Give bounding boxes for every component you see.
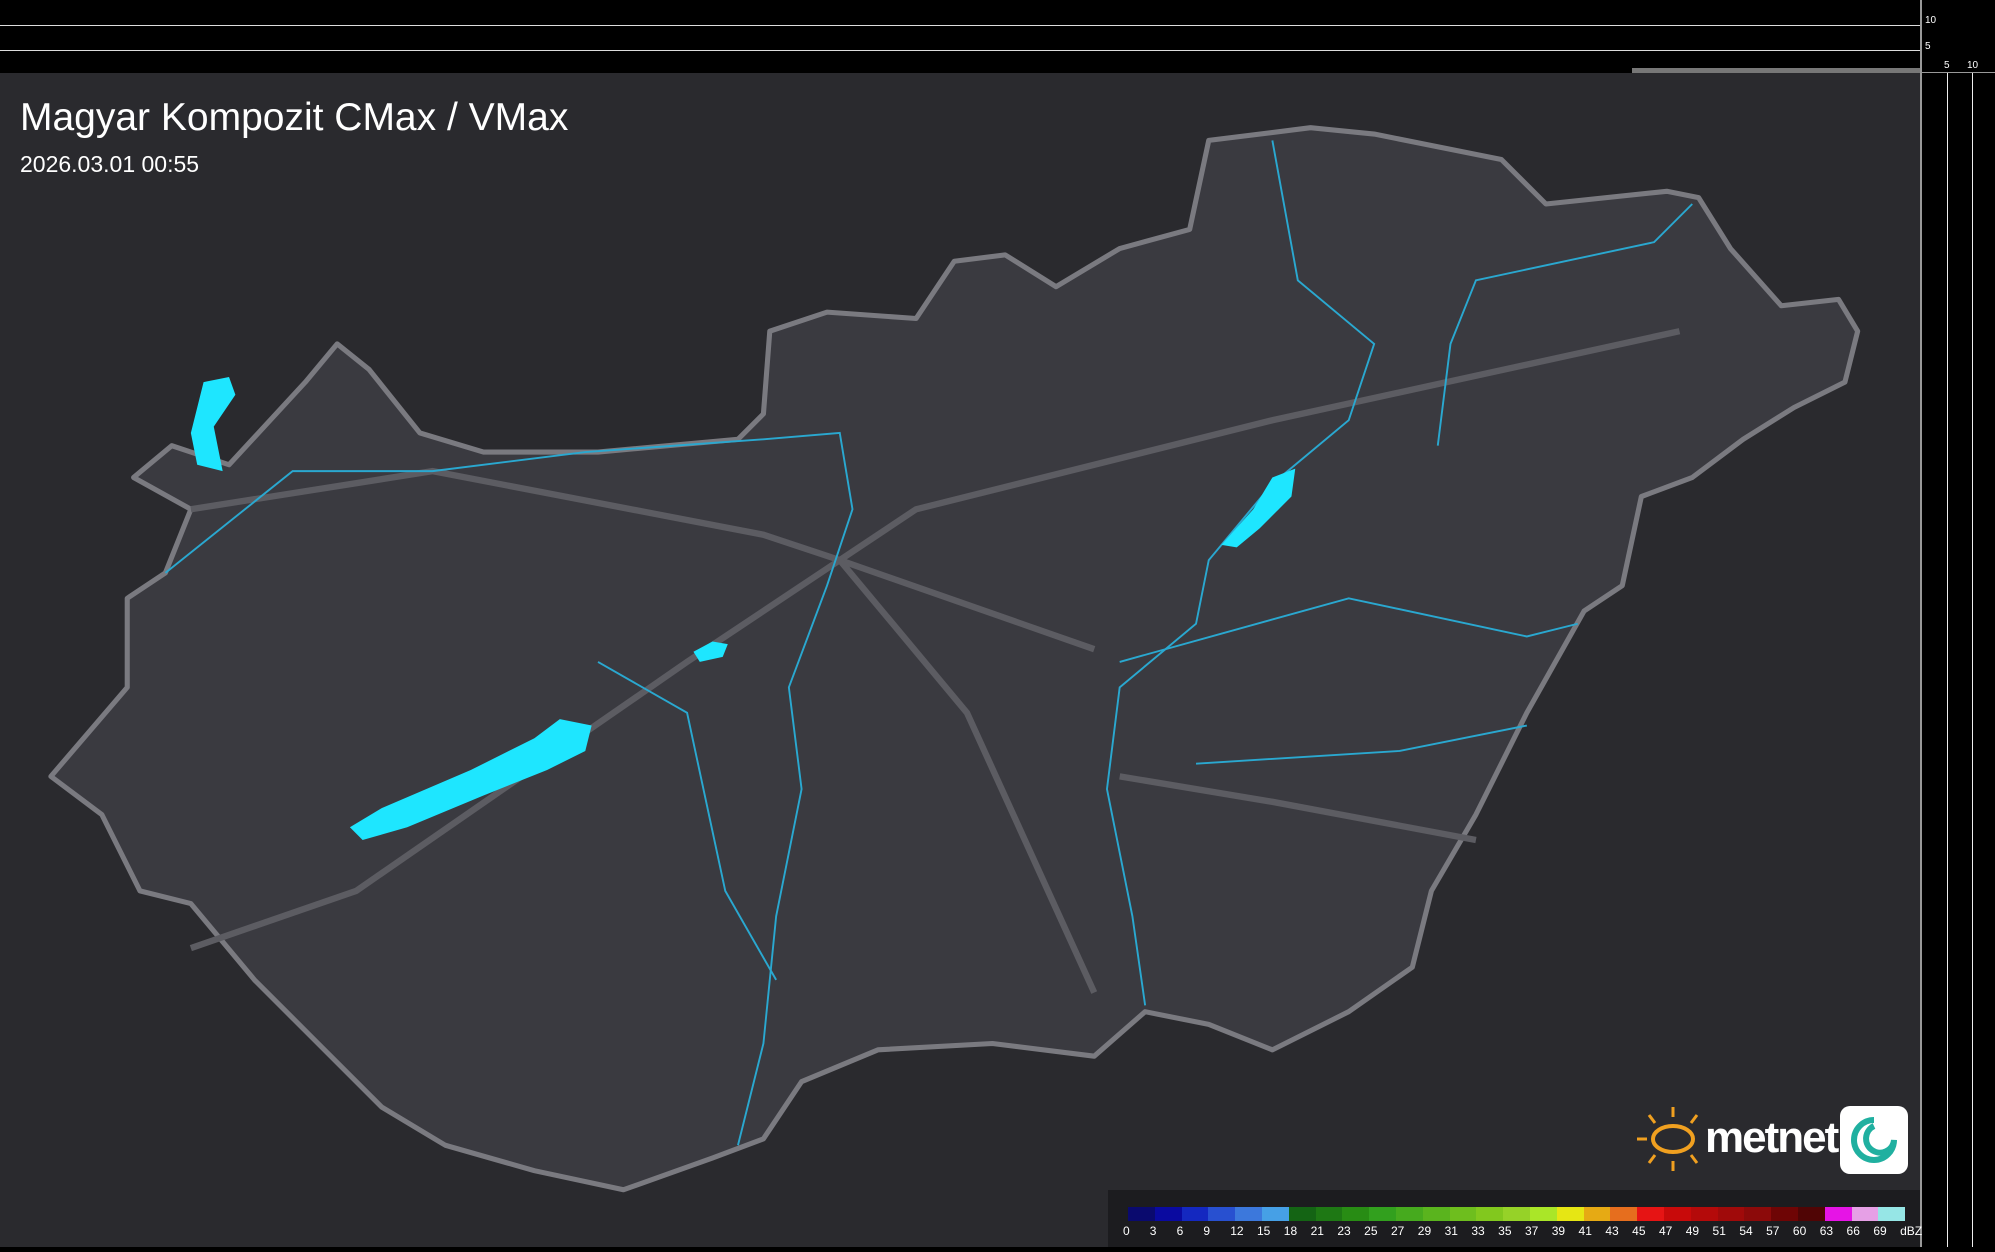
- legend-swatch: [1583, 1207, 1611, 1221]
- legend-swatch: [1395, 1207, 1423, 1221]
- legend-label: 37: [1524, 1224, 1539, 1238]
- dbz-legend: 0 3 6 9 12 15 18 21 23 25 27 29 31 33 35 37 39 41 43 45 47 49…: [1108, 1190, 1922, 1247]
- lake-tisza: [1221, 468, 1296, 548]
- legend-swatch: [1610, 1207, 1638, 1221]
- legend-label: 12: [1230, 1224, 1244, 1238]
- lake-neusiedl: [190, 376, 236, 472]
- legend-swatch: [1369, 1207, 1396, 1221]
- tick-label: 5: [1944, 60, 1950, 71]
- legend-swatch: [1235, 1207, 1262, 1221]
- legend-label: 39: [1551, 1224, 1566, 1238]
- legend-swatch: [1342, 1207, 1370, 1221]
- legend-label: 51: [1712, 1224, 1726, 1238]
- hungary-map: [48, 125, 1861, 1193]
- legend-label: 21: [1310, 1224, 1324, 1238]
- legend-label: 31: [1444, 1224, 1458, 1238]
- legend-label: 63: [1819, 1224, 1834, 1238]
- hungary-country: [48, 125, 1861, 1193]
- legend-swatch: [1851, 1207, 1879, 1221]
- profile-bar: [1632, 68, 1920, 73]
- legend-label: 41: [1578, 1224, 1592, 1238]
- legend-swatch: [1663, 1207, 1691, 1221]
- legend-label: 57: [1766, 1224, 1780, 1238]
- legend-swatch: [1637, 1207, 1664, 1221]
- lakes: [190, 376, 1296, 840]
- legend-swatch: [1690, 1207, 1718, 1221]
- lake-balaton: [349, 719, 592, 840]
- legend-label: 33: [1471, 1224, 1485, 1238]
- legend-swatch: [1154, 1207, 1182, 1221]
- legend-swatch: [1771, 1207, 1798, 1221]
- legend-swatch: [1476, 1207, 1504, 1221]
- legend-label: 66: [1846, 1224, 1860, 1238]
- legend-swatch: [1208, 1207, 1236, 1221]
- legend-swatch: [1878, 1207, 1906, 1221]
- legend-swatch: [1503, 1207, 1530, 1221]
- tick-label: 5: [1925, 41, 1931, 52]
- legend-swatch: [1797, 1207, 1825, 1221]
- legend-swatch: [1717, 1207, 1745, 1221]
- legend-label: 9: [1203, 1224, 1211, 1238]
- legend-label: 27: [1390, 1224, 1405, 1238]
- legend-swatch: [1824, 1207, 1852, 1221]
- legend-swatch: [1556, 1207, 1584, 1221]
- legend-label: 6: [1176, 1224, 1184, 1238]
- gridline: [0, 25, 1920, 26]
- lake-velence: [693, 641, 728, 662]
- legend-swatch: [1181, 1207, 1209, 1221]
- legend-swatch: [1288, 1207, 1316, 1221]
- radar-map[interactable]: [0, 73, 1920, 1247]
- legend-swatch: [1449, 1207, 1477, 1221]
- rivers: [164, 140, 1693, 1146]
- legend-label: 35: [1498, 1224, 1512, 1238]
- tick-label: 10: [1925, 15, 1937, 26]
- legend-label: 25: [1364, 1224, 1378, 1238]
- legend-label: 47: [1658, 1224, 1673, 1238]
- swirl-icon: [1840, 1106, 1908, 1174]
- legend-label: 3: [1149, 1224, 1157, 1238]
- legend-label: 69: [1873, 1224, 1887, 1238]
- legend-label: 23: [1337, 1224, 1351, 1238]
- legend-label: 15: [1256, 1224, 1271, 1238]
- tick-label: 10: [1967, 60, 1979, 71]
- profile-column: 10 5 5 10: [1920, 0, 1995, 1247]
- legend-label: 49: [1685, 1224, 1700, 1238]
- gridline: [0, 50, 1920, 51]
- legend-label: 54: [1739, 1224, 1753, 1238]
- legend-swatch: [1315, 1207, 1343, 1221]
- legend-swatch: [1529, 1207, 1557, 1221]
- legend-label: 60: [1792, 1224, 1807, 1238]
- legend-swatch: [1261, 1207, 1289, 1221]
- legend-swatch: [1128, 1207, 1155, 1221]
- legend-label: 18: [1283, 1224, 1298, 1238]
- map-timestamp: 2026.03.01 00:55: [20, 151, 200, 177]
- gridline: [1972, 73, 1973, 1247]
- legend-swatch: [1422, 1207, 1450, 1221]
- roads: [189, 328, 1681, 994]
- legend-label: 45: [1632, 1224, 1646, 1238]
- legend-label: 43: [1605, 1224, 1619, 1238]
- legend-unit: dBZ: [1900, 1224, 1923, 1238]
- metnet-logo: metnet: [1635, 1103, 1915, 1178]
- legend-label: 0: [1123, 1224, 1130, 1238]
- sun-icon: [1637, 1107, 1699, 1171]
- legend-swatch: [1744, 1207, 1772, 1221]
- map-title: Magyar Kompozit CMax / VMax: [20, 96, 569, 139]
- legend-labels: 0 3 6 9 12 15 18 21 23 25 27 29 31 33 35 37 39 41 43 45 47 49…: [1123, 1224, 1927, 1238]
- gridline: [1947, 73, 1948, 1247]
- profile-strip: [0, 0, 1920, 73]
- legend-label: 29: [1417, 1224, 1432, 1238]
- legend-swatches: [1128, 1207, 1906, 1221]
